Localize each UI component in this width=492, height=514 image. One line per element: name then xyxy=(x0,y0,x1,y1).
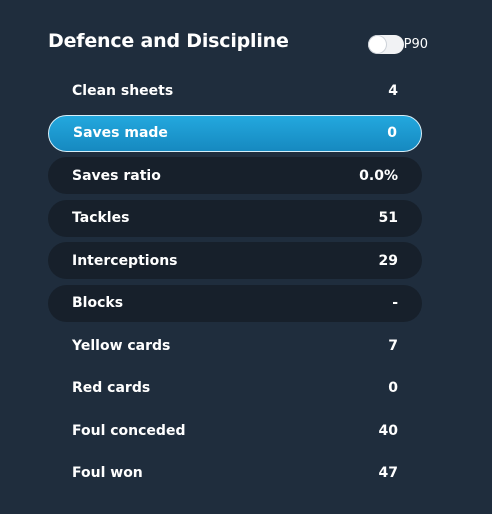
stat-row-clean-sheets[interactable]: Clean sheets 4 xyxy=(48,72,422,109)
p90-toggle-label: P90 xyxy=(403,36,428,52)
stat-row-saves-ratio[interactable]: Saves ratio 0.0% xyxy=(48,157,422,194)
stat-label: Foul won xyxy=(72,465,143,481)
toggle-knob-icon xyxy=(368,35,386,53)
stat-value: 0 xyxy=(387,125,397,141)
stat-label: Interceptions xyxy=(72,252,178,269)
stat-label: Red cards xyxy=(72,380,151,396)
stat-label: Foul conceded xyxy=(72,422,186,439)
stat-row-tackles[interactable]: Tackles 51 xyxy=(48,199,422,237)
stat-row-foul-won[interactable]: Foul won 47 xyxy=(48,455,422,492)
section-header: Defence and Discipline P90 xyxy=(48,28,428,60)
stat-value: 40 xyxy=(378,422,398,439)
stat-value: 29 xyxy=(378,252,398,269)
stat-row-interceptions[interactable]: Interceptions 29 xyxy=(48,242,422,279)
p90-toggle[interactable] xyxy=(367,34,404,54)
stat-row-yellow-cards[interactable]: Yellow cards 7 xyxy=(48,327,422,364)
stat-label: Tackles xyxy=(72,210,130,226)
stat-row-blocks[interactable]: Blocks - xyxy=(48,284,422,322)
stat-value: 47 xyxy=(378,465,398,481)
stat-value: 0 xyxy=(388,380,398,396)
stat-value: - xyxy=(392,295,398,311)
stat-label: Yellow cards xyxy=(72,337,171,354)
stat-label: Saves ratio xyxy=(72,167,161,184)
stat-row-foul-conceded[interactable]: Foul conceded 40 xyxy=(48,412,422,449)
stat-value: 4 xyxy=(388,82,398,99)
stat-label: Blocks xyxy=(72,295,124,311)
p90-toggle-control[interactable]: P90 xyxy=(367,34,428,54)
stat-value: 51 xyxy=(378,210,398,226)
section-title: Defence and Discipline xyxy=(48,30,289,52)
stats-list: Clean sheets 4 Saves made 0 Saves ratio … xyxy=(48,72,422,497)
stat-value: 7 xyxy=(388,337,398,354)
stat-label: Saves made xyxy=(73,125,168,141)
stat-row-red-cards[interactable]: Red cards 0 xyxy=(48,370,422,407)
stat-row-saves-made[interactable]: Saves made 0 xyxy=(48,114,422,152)
stat-label: Clean sheets xyxy=(72,82,174,99)
stat-value: 0.0% xyxy=(359,167,398,184)
